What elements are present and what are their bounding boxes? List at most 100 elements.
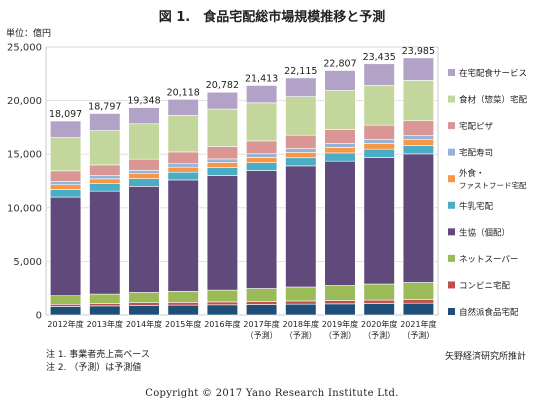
bar-segment: [50, 181, 82, 186]
bar-segment: [89, 178, 121, 184]
bar-segment: [128, 186, 160, 293]
legend-swatch: [448, 122, 455, 130]
bar-segment: [50, 295, 82, 305]
notes: 注 1. 事業者売上高ベース 注 2. （予測）は予測値: [46, 349, 150, 375]
copyright: Copyright © 2017 Yano Research Institute…: [145, 388, 399, 399]
bar-segment: [89, 305, 121, 316]
x-tick-label: 2019年度: [322, 319, 358, 329]
bar-segment: [324, 160, 356, 286]
bar-segment: [324, 285, 356, 301]
bar-segment: [50, 184, 82, 190]
bar-segment: [402, 57, 434, 81]
bar-segment: [402, 153, 434, 283]
bar-segment: [402, 299, 434, 304]
bar-segment: [324, 129, 356, 144]
bar-segment: [363, 85, 395, 126]
total-label: 22,115: [284, 66, 317, 77]
x-tick-label: 2013年度: [87, 319, 123, 329]
legend-label: 食材（惣菜）宅配: [459, 95, 528, 106]
total-label: 23,435: [363, 52, 396, 63]
legend-swatch: [448, 281, 455, 289]
bar-segment: [167, 166, 199, 173]
bar-segment: [128, 170, 160, 175]
x-tick-label: （予測）: [246, 330, 278, 340]
total-label: 18,097: [49, 109, 82, 120]
y-tick-label: 5,000: [13, 257, 42, 268]
bar-segment: [128, 158, 160, 171]
legend-label: 自然派食品宅配: [459, 307, 519, 318]
bar-segment: [402, 282, 434, 300]
x-tick-label: 2014年度: [126, 319, 162, 329]
bar-segment: [206, 91, 238, 110]
bar-segment: [324, 152, 356, 162]
y-tick-label: 15,000: [7, 150, 42, 161]
bar-segment: [206, 108, 238, 147]
bar-segment: [167, 99, 199, 116]
bar-segment: [167, 171, 199, 181]
x-tick-label: （予測）: [402, 330, 434, 340]
bar-segment: [89, 175, 121, 180]
bar-segment: [324, 143, 356, 148]
bar-segment: [324, 147, 356, 154]
y-tick-label: 0: [36, 311, 42, 322]
bar-segment: [128, 302, 160, 306]
bar-segment: [402, 145, 434, 155]
legend-swatch: [448, 95, 455, 103]
bar-segment: [324, 300, 356, 305]
bar-segment: [206, 146, 238, 160]
legend-swatch: [448, 148, 455, 156]
total-label: 21,413: [245, 73, 278, 84]
legend-label: コンビニ宅配: [459, 280, 511, 291]
legend-label: 外食・: [459, 168, 485, 179]
legend-label: 在宅配食サービス: [459, 68, 527, 79]
bar-segment: [50, 303, 82, 307]
bar-segment: [206, 158, 238, 163]
total-label: 20,118: [167, 87, 200, 98]
bar-segment: [128, 292, 160, 303]
bar-segment: [363, 124, 395, 140]
unit-label: 単位：億円: [6, 29, 52, 39]
legend-label: ネットスーパー: [459, 255, 518, 265]
x-tick-label: （予測）: [363, 330, 395, 340]
bar-segment: [89, 130, 121, 166]
bar-segment: [363, 299, 395, 304]
bar-segment: [128, 178, 160, 187]
bar-segment: [89, 113, 121, 131]
bar-segment: [206, 162, 238, 168]
bar-segment: [363, 143, 395, 150]
bar-segment: [246, 170, 278, 289]
bar-segment: [246, 102, 278, 142]
bar-segment: [363, 303, 395, 316]
x-tick-label: （予測）: [285, 330, 317, 340]
total-label: 22,807: [323, 59, 356, 70]
bar-segment: [246, 157, 278, 163]
total-label: 23,985: [402, 46, 435, 57]
note-1: 注 1. 事業者売上高ベース: [46, 350, 150, 360]
bar-segment: [50, 137, 82, 172]
bar-segment: [285, 77, 317, 97]
bar-segment: [402, 120, 434, 136]
bar-segment: [167, 302, 199, 306]
bar-segment: [363, 157, 395, 285]
bar-segment: [206, 167, 238, 176]
bar-segment: [285, 303, 317, 316]
bar-segment: [246, 140, 278, 155]
x-tick-label: 2021年度: [400, 319, 436, 329]
bar-segment: [167, 163, 199, 168]
x-tick-label: 2015年度: [165, 319, 201, 329]
bar-segment: [363, 148, 395, 158]
note-2: 注 2. （予測）は予測値: [46, 363, 142, 373]
bar-segment: [167, 179, 199, 292]
y-tick-label: 20,000: [7, 96, 42, 107]
legend-swatch: [448, 175, 455, 183]
bar-segment: [246, 304, 278, 316]
bar-segment: [50, 120, 82, 138]
y-tick-label: 25,000: [7, 43, 42, 54]
bar-segment: [363, 139, 395, 144]
legend-swatch: [448, 69, 455, 76]
bar-segment: [402, 302, 434, 316]
y-tick-label: 10,000: [7, 203, 42, 214]
chart-title: 図 1. 食品宅配総市場規模推移と予測: [158, 10, 386, 25]
bar-segment: [128, 173, 160, 179]
